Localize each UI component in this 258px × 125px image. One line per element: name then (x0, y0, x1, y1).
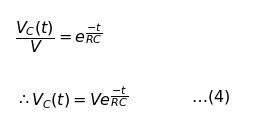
Text: $\therefore V_C(t) = Ve^{\dfrac{-t}{RC}}$: $\therefore V_C(t) = Ve^{\dfrac{-t}{RC}}… (15, 84, 129, 110)
Text: $\ldots (4)$: $\ldots (4)$ (191, 88, 230, 106)
Text: $\dfrac{V_C(t)}{V} = e^{\dfrac{-t}{RC}}$: $\dfrac{V_C(t)}{V} = e^{\dfrac{-t}{RC}}$ (15, 20, 103, 56)
